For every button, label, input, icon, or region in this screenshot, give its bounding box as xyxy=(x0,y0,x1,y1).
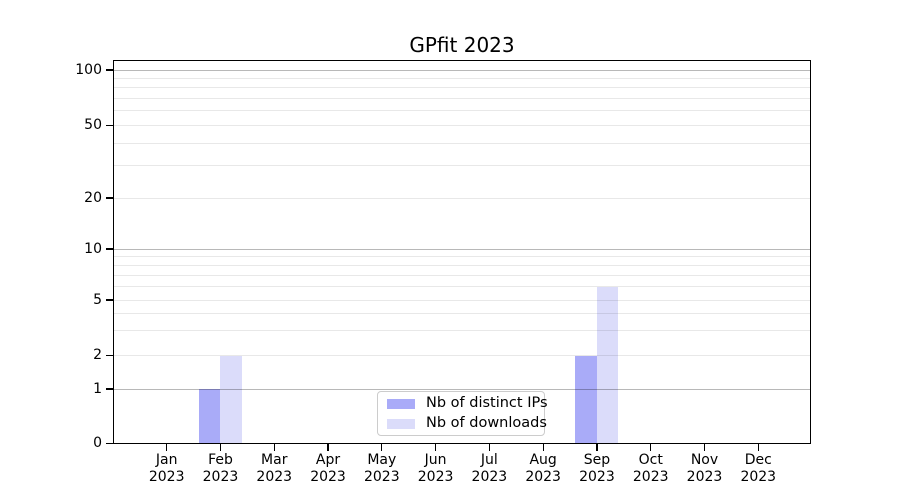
y-axis-tick-label: 1 xyxy=(93,380,102,397)
y-axis-tick-label: 5 xyxy=(93,291,102,308)
legend: Nb of distinct IPs Nb of downloads xyxy=(377,391,548,436)
x-tick-year: 2023 xyxy=(471,468,508,485)
x-axis-tick-label: Mar 2023 xyxy=(242,452,306,486)
gridline-minor xyxy=(113,77,811,79)
legend-label-downloads: Nb of downloads xyxy=(426,415,547,431)
bar-downloads-feb xyxy=(220,355,242,444)
bar-distinct-ips-sep xyxy=(575,355,597,444)
x-tick-mark xyxy=(219,443,222,451)
x-tick-mark xyxy=(273,443,275,451)
x-tick-month: Dec xyxy=(744,452,772,468)
x-tick-month: Feb xyxy=(208,452,233,468)
x-tick-mark xyxy=(757,443,759,451)
x-tick-mark xyxy=(327,443,329,451)
gridline-major xyxy=(113,69,811,71)
y-tick-mark xyxy=(106,248,113,250)
gridline-minor xyxy=(113,197,811,199)
x-tick-month: Jul xyxy=(480,452,498,468)
legend-swatch-downloads-icon xyxy=(387,418,415,429)
x-axis-tick-label: May 2023 xyxy=(350,452,414,486)
gridline-minor xyxy=(113,299,811,301)
x-tick-year: 2023 xyxy=(632,468,669,485)
gridline-minor xyxy=(113,286,811,288)
y-tick-mark xyxy=(106,124,113,127)
gridline-minor xyxy=(113,264,811,266)
x-tick-month: Nov xyxy=(690,452,719,468)
gridline-minor xyxy=(113,313,811,315)
legend-label-distinct-ips: Nb of distinct IPs xyxy=(426,395,548,411)
y-tick-mark xyxy=(106,388,113,390)
gridline-minor xyxy=(113,165,811,167)
gridline-minor xyxy=(113,125,811,126)
gridline-major xyxy=(113,248,811,250)
x-tick-month: May xyxy=(367,452,397,468)
x-tick-mark xyxy=(488,443,490,451)
x-tick-year: 2023 xyxy=(417,468,454,485)
legend-swatch-distinct-ips-icon xyxy=(387,398,415,409)
x-axis-tick-label: Dec 2023 xyxy=(726,452,790,486)
y-tick-mark xyxy=(106,299,113,301)
gridline-minor xyxy=(113,110,811,112)
y-tick-mark xyxy=(106,197,113,199)
x-tick-month: Oct xyxy=(638,452,663,468)
x-axis-tick-label: Oct 2023 xyxy=(619,452,683,486)
x-tick-month: Jun xyxy=(424,452,447,468)
bar-downloads-sep xyxy=(596,286,619,444)
legend-item-distinct-ips: Nb of distinct IPs xyxy=(387,396,548,411)
x-axis-tick-label: Feb 2023 xyxy=(188,452,252,486)
x-axis-tick-label: Jun 2023 xyxy=(404,452,468,486)
gridline-minor xyxy=(113,274,811,276)
x-tick-mark xyxy=(435,443,437,451)
y-tick-mark xyxy=(106,442,113,445)
x-tick-month: Sep xyxy=(583,452,611,468)
x-tick-year: 2023 xyxy=(310,468,346,485)
legend-item-downloads: Nb of downloads xyxy=(387,416,547,431)
bar-distinct-ips-feb xyxy=(198,389,221,444)
x-tick-year: 2023 xyxy=(148,468,185,485)
x-axis-tick-label: Nov 2023 xyxy=(673,452,737,486)
x-tick-year: 2023 xyxy=(363,468,400,485)
y-axis-tick-label: 0 xyxy=(93,435,102,451)
gridline-minor xyxy=(113,87,811,89)
gridline-major xyxy=(113,388,811,390)
y-tick-mark xyxy=(106,69,113,71)
x-tick-mark xyxy=(703,443,706,451)
gridline-minor xyxy=(113,142,811,144)
x-tick-year: 2023 xyxy=(256,468,293,485)
x-axis-tick-label: Aug 2023 xyxy=(511,452,575,486)
gridline-minor xyxy=(113,355,811,356)
x-tick-year: 2023 xyxy=(525,468,561,485)
y-axis-tick-label: 2 xyxy=(93,347,102,363)
chart-title: GPfit 2023 xyxy=(409,33,515,57)
x-tick-mark xyxy=(166,443,168,451)
x-tick-month: Jan xyxy=(155,452,178,468)
y-axis-tick-label: 20 xyxy=(84,189,102,206)
gridline-minor xyxy=(113,98,811,100)
x-tick-year: 2023 xyxy=(740,468,777,485)
x-tick-year: 2023 xyxy=(686,468,723,485)
x-tick-mark xyxy=(542,443,544,451)
x-tick-year: 2023 xyxy=(579,468,615,485)
x-tick-mark xyxy=(650,443,652,451)
x-axis-tick-label: Sep 2023 xyxy=(565,452,629,486)
x-tick-month: Apr xyxy=(315,452,341,468)
y-axis-tick-label: 50 xyxy=(84,117,102,133)
x-tick-year: 2023 xyxy=(202,468,239,485)
y-axis-tick-label: 10 xyxy=(84,240,102,257)
x-tick-month: Mar xyxy=(261,452,288,468)
y-tick-mark xyxy=(106,354,113,357)
gridline-minor xyxy=(113,330,811,332)
gridline-minor xyxy=(113,256,811,258)
plot-area xyxy=(113,59,811,444)
x-axis-tick-label: Jul 2023 xyxy=(457,452,521,486)
x-tick-mark xyxy=(381,443,383,451)
x-tick-month: Aug xyxy=(529,452,557,468)
x-tick-mark xyxy=(596,443,598,451)
x-axis-tick-label: Apr 2023 xyxy=(296,452,360,486)
y-axis-tick-label: 100 xyxy=(75,61,102,78)
x-axis-tick-label: Jan 2023 xyxy=(135,452,199,486)
